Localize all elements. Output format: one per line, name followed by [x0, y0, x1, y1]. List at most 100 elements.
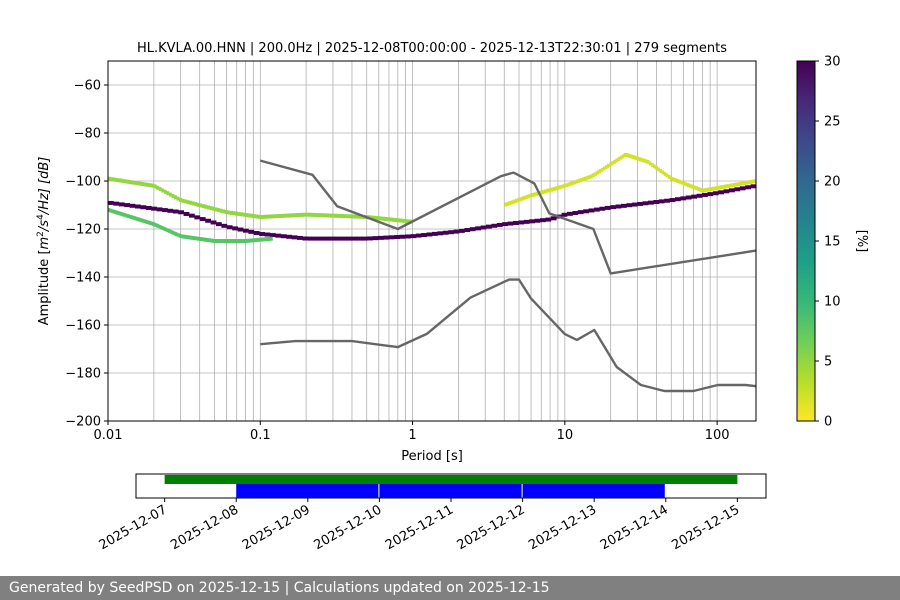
heatmap-cell-microseism-hump	[604, 165, 608, 170]
heatmap-cell-main-mode	[507, 221, 514, 226]
heatmap-cell-upper-spread	[305, 212, 309, 217]
heatmap-cell-lower-spread	[173, 231, 176, 236]
heatmap-cell-main-mode	[145, 205, 152, 210]
heatmap-cell-upper-spread	[272, 214, 276, 219]
heatmap-cell-microseism-hump	[724, 184, 728, 189]
timeline-tick-label: 2025-12-09	[240, 502, 313, 553]
heatmap-cell-upper-spread	[262, 214, 266, 219]
heatmap-cell-microseism-hump	[594, 171, 597, 176]
heatmap-cell-upper-spread	[209, 206, 213, 211]
heatmap-cell-microseism-hump	[699, 187, 702, 192]
heatmap-cell-microseism-hump	[695, 186, 698, 191]
heatmap-cell-lower-spread	[132, 215, 135, 220]
heatmap-cell-lower-spread	[162, 226, 165, 231]
heatmap-cell-microseism-hump	[678, 179, 681, 184]
heatmap-cell-main-mode	[356, 236, 363, 241]
heatmap-cell-lower-spread	[209, 238, 212, 243]
heatmap-cell-main-mode	[648, 200, 654, 205]
heatmap-cell-microseism-hump	[531, 192, 535, 197]
heatmap-cell-main-mode	[745, 185, 751, 190]
heatmap-cell-upper-spread	[245, 213, 248, 218]
heatmap-cell-lower-spread	[201, 237, 203, 242]
timeline-tick-label: 2025-12-11	[383, 502, 456, 553]
heatmap-cell-upper-spread	[146, 182, 150, 187]
heatmap-cell-lower-spread	[142, 218, 145, 223]
heatmap-cell-lower-spread	[264, 237, 266, 242]
heatmap-cell-upper-spread	[313, 212, 317, 217]
heatmap-cell-main-mode	[372, 236, 379, 241]
heatmap-cell-lower-spread	[253, 238, 255, 243]
heatmap-cell-microseism-hump	[554, 186, 558, 191]
heatmap-cell-lower-spread	[244, 238, 247, 243]
heatmap-cell-lower-spread	[140, 218, 143, 223]
heatmap-cell-microseism-hump	[628, 153, 631, 158]
heatmap-cell-main-mode	[561, 212, 568, 217]
heatmap-cell-lower-spread	[154, 222, 157, 227]
heatmap-cell-microseism-hump	[567, 182, 570, 187]
heatmap-cell-upper-spread	[219, 208, 223, 213]
heatmap-cell-upper-spread	[212, 206, 215, 211]
heatmap-cell-main-mode	[610, 205, 616, 210]
heatmap-cell-main-mode	[631, 202, 638, 207]
heatmap-cell-main-mode	[334, 236, 341, 241]
heatmap-cell-lower-spread	[183, 234, 186, 239]
heatmap-cell-microseism-hump	[640, 157, 644, 162]
heatmap-cell-lower-spread	[127, 214, 129, 219]
heatmap-cell-microseism-hump	[506, 201, 509, 206]
heatmap-cell-microseism-hump	[701, 188, 704, 193]
heatmap-cell-main-mode	[280, 234, 287, 239]
heatmap-cell-main-mode	[426, 232, 433, 237]
heatmap-cell-lower-spread	[251, 238, 254, 243]
heatmap-cell-upper-spread	[234, 211, 238, 216]
heatmap-cell-lower-spread	[220, 239, 223, 243]
heatmap-cell-microseism-hump	[720, 185, 723, 190]
heatmap-cell-main-mode	[669, 198, 676, 203]
heatmap-cell-upper-spread	[407, 219, 411, 224]
heatmap-cell-main-mode	[696, 193, 703, 198]
heatmap-cell-main-mode	[464, 228, 471, 233]
heatmap-cell-main-mode	[340, 236, 346, 241]
heatmap-cell-microseism-hump	[529, 193, 532, 198]
heatmap-cell-lower-spread	[170, 230, 173, 235]
heatmap-cell-upper-spread	[148, 183, 152, 188]
heatmap-cell-main-mode	[691, 194, 697, 199]
heatmap-cell-upper-spread	[333, 213, 337, 218]
heatmap-cell-microseism-hump	[688, 183, 692, 188]
heatmap-cell-lower-spread	[270, 236, 273, 241]
heatmap-cell-main-mode	[658, 199, 665, 204]
heatmap-cell-microseism-hump	[560, 184, 564, 189]
colorbar-label: [%]	[854, 230, 869, 253]
heatmap-cell-upper-spread	[349, 214, 353, 219]
colorbar-tick-label: 5	[824, 355, 832, 370]
x-tick-label: 1	[408, 428, 416, 443]
heatmap-cell-microseism-hump	[730, 183, 734, 188]
heatmap-cell-upper-spread	[265, 214, 269, 219]
heatmap-cell-main-mode	[291, 235, 298, 240]
heatmap-cell-microseism-hump	[510, 200, 514, 205]
heatmap-cell-main-mode	[351, 236, 357, 241]
heatmap-cell-lower-spread	[160, 225, 162, 230]
heatmap-cell-microseism-hump	[602, 166, 606, 171]
heatmap-cell-microseism-hump	[682, 181, 686, 186]
heatmap-cell-main-mode	[226, 225, 233, 230]
heatmap-cell-main-mode	[702, 192, 708, 197]
heatmap-cell-lower-spread	[164, 227, 166, 232]
heatmap-cell-upper-spread	[128, 179, 132, 184]
heatmap-cell-lower-spread	[235, 239, 238, 243]
heatmap-cell-lower-spread	[176, 232, 179, 237]
timeline-tick-label: 2025-12-07	[97, 502, 170, 553]
heatmap-cell-upper-spread	[110, 177, 114, 182]
heatmap-cell-lower-spread	[199, 237, 202, 242]
heatmap-cell-main-mode	[329, 236, 336, 241]
heatmap-cell-upper-spread	[179, 198, 183, 203]
heatmap-cell-main-mode	[572, 210, 579, 215]
heatmap-cell-main-mode	[453, 229, 460, 234]
heatmap-cell-microseism-hump	[562, 184, 566, 189]
heatmap-cell-upper-spread	[173, 195, 177, 200]
heatmap-cell-upper-spread	[153, 184, 157, 189]
heatmap-cell-microseism-hump	[716, 185, 719, 190]
heatmap-cell-lower-spread	[158, 224, 161, 229]
heatmap-cell-microseism-hump	[651, 162, 654, 167]
heatmap-cell-microseism-hump	[552, 187, 555, 192]
heatmap-cell-microseism-hump	[749, 179, 753, 184]
